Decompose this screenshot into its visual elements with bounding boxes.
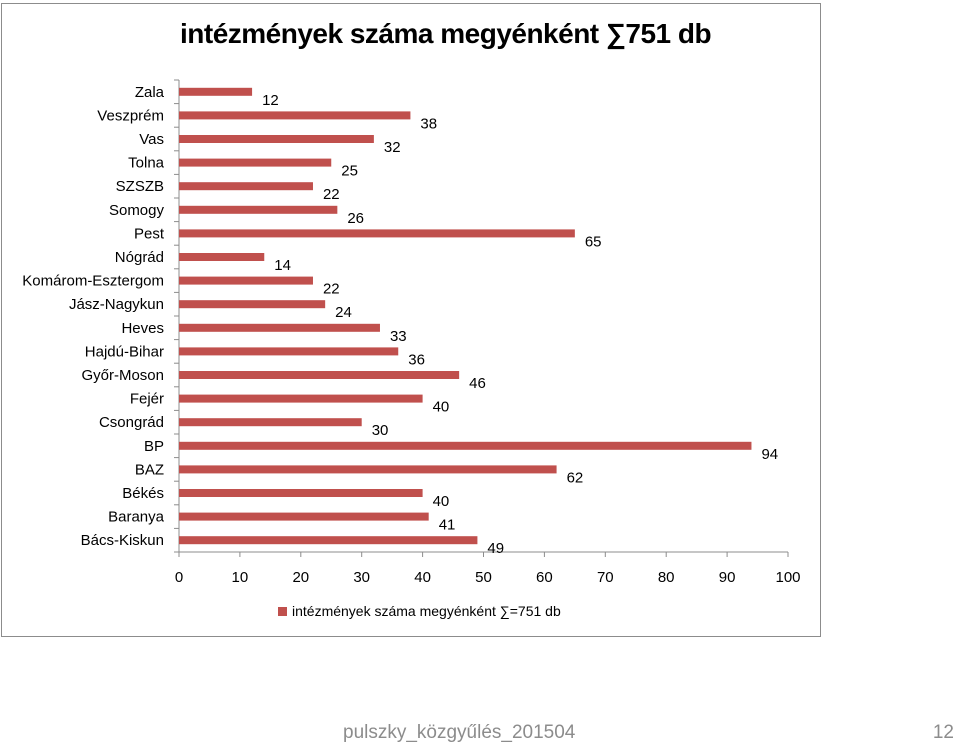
x-tick-label: 70: [597, 569, 614, 586]
data-label: 40: [433, 493, 450, 510]
category-label: Győr-Moson: [81, 367, 164, 384]
data-label: 25: [341, 163, 358, 180]
data-label: 36: [408, 351, 425, 368]
category-label: Heves: [121, 320, 164, 337]
category-label: Csongrád: [99, 414, 164, 431]
bar: [179, 489, 423, 497]
legend-label: intézmények száma megyénként ∑=751 db: [292, 603, 561, 619]
x-tick-label: 30: [353, 569, 370, 586]
category-label: Vas: [139, 131, 164, 148]
x-tick-label: 40: [414, 569, 431, 586]
category-label: Bács-Kiskun: [81, 532, 164, 549]
bar: [179, 536, 478, 545]
category-label: Baranya: [108, 509, 165, 526]
bar: [179, 276, 313, 285]
bar: [179, 394, 423, 403]
bar: [179, 253, 265, 261]
legend: intézmények száma megyénként ∑=751 db: [278, 603, 561, 619]
x-tick-label: 50: [475, 569, 492, 586]
bar: [179, 323, 380, 332]
x-tick-label: 0: [175, 569, 183, 586]
data-label: 33: [390, 328, 407, 345]
data-label: 62: [567, 469, 584, 486]
bar: [179, 418, 362, 427]
bar: [179, 512, 429, 521]
bar: [179, 229, 575, 238]
category-label: Fejér: [130, 391, 164, 408]
chart-title: intézmények száma megyénként ∑751 db: [180, 18, 712, 49]
data-label: 14: [274, 257, 291, 274]
category-label: Nógrád: [115, 249, 164, 266]
legend-swatch: [278, 606, 287, 616]
category-label: SZSZB: [116, 178, 164, 195]
category-label: Somogy: [109, 202, 165, 219]
data-label: 41: [439, 517, 456, 534]
bar: [179, 205, 338, 214]
category-label: Pest: [134, 225, 165, 242]
category-label: BP: [144, 438, 164, 455]
bar: [179, 135, 374, 143]
data-label: 30: [372, 422, 389, 439]
x-tick-label: 100: [775, 569, 800, 586]
footer-text: pulszky_közgyűlés_201504: [343, 722, 576, 743]
bar: [179, 182, 313, 191]
bar: [179, 371, 460, 379]
data-label: 32: [384, 139, 401, 156]
x-tick-label: 90: [719, 569, 736, 586]
data-label: 22: [323, 281, 340, 298]
data-label: 65: [585, 233, 602, 250]
category-label: Komárom-Esztergom: [22, 273, 164, 290]
data-label: 94: [761, 446, 778, 463]
category-label: BAZ: [135, 461, 164, 478]
bar: [179, 158, 332, 167]
category-label: Hajdú-Bihar: [85, 343, 164, 360]
bar: [179, 300, 326, 309]
x-tick-label: 60: [536, 569, 553, 586]
category-label: Veszprém: [97, 107, 164, 124]
bar: [179, 441, 752, 450]
x-tick-label: 10: [232, 569, 249, 586]
category-label: Tolna: [128, 155, 165, 172]
data-label: 40: [433, 399, 450, 416]
data-label: 46: [469, 375, 486, 392]
chart-frame: [1, 3, 821, 637]
data-label: 49: [487, 540, 504, 557]
bar: [179, 465, 557, 474]
bar: [179, 111, 411, 120]
data-label: 38: [420, 115, 437, 132]
data-label: 26: [347, 210, 364, 227]
data-label: 12: [262, 92, 279, 109]
page-number: 12: [932, 722, 954, 743]
bar: [179, 347, 399, 356]
bar: [179, 87, 253, 96]
category-label: Jász-Nagykun: [69, 296, 164, 313]
data-label: 22: [323, 186, 340, 203]
x-tick-label: 80: [658, 569, 675, 586]
data-label: 24: [335, 304, 352, 321]
category-label: Zala: [135, 84, 165, 101]
x-tick-label: 20: [292, 569, 309, 586]
category-label: Békés: [122, 485, 164, 502]
